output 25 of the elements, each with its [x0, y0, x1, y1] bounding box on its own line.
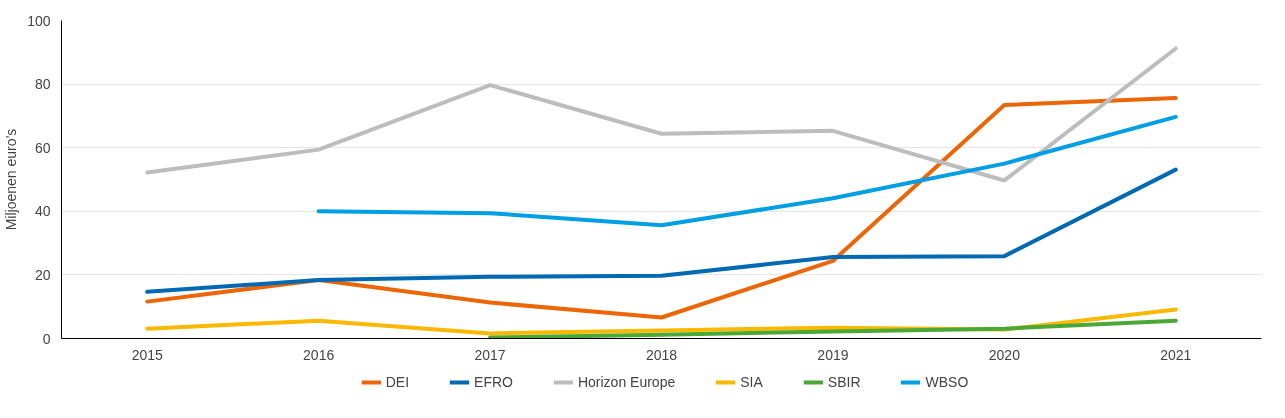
legend-label: Horizon Europe	[577, 374, 676, 390]
legend-label: EFRO	[474, 374, 513, 390]
legend-label: WBSO	[925, 374, 969, 390]
legend-label: SBIR	[827, 374, 861, 390]
y-tick-label: 0	[42, 330, 51, 347]
y-tick-label: 100	[27, 12, 51, 29]
line-series	[145, 46, 1178, 183]
x-tick-label: 2015	[131, 346, 163, 363]
line-series	[316, 114, 1178, 228]
x-tick-label: 2021	[1160, 346, 1192, 363]
x-tick-label: 2018	[645, 346, 678, 363]
legend-label: SIA	[740, 374, 763, 390]
x-tick-label: 2019	[817, 346, 849, 363]
x-tick-label: 2020	[988, 346, 1021, 363]
x-tick-label: 2016	[303, 346, 335, 363]
y-axis-title: Miljoenen euro’s	[3, 128, 20, 231]
line-series	[488, 318, 1178, 339]
x-tick-label: 2017	[474, 346, 506, 363]
y-tick-label: 60	[34, 139, 51, 156]
y-tick-label: 20	[34, 266, 51, 283]
line-series	[145, 167, 1178, 294]
y-tick-label: 80	[34, 76, 51, 93]
line-series	[145, 96, 1178, 320]
legend-label: DEI	[385, 374, 410, 390]
y-tick-label: 40	[34, 203, 51, 220]
